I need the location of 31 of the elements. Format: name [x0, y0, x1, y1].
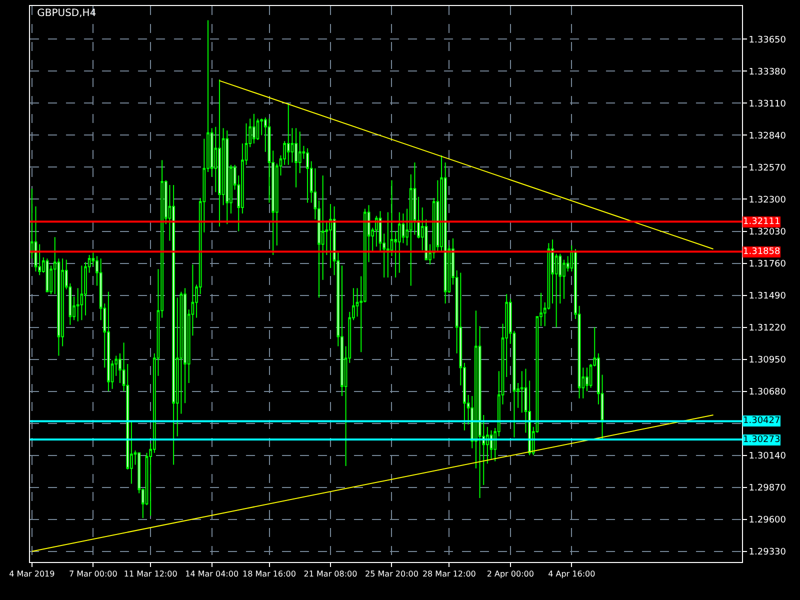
y-tick-label: 1.29600: [748, 515, 786, 526]
y-tick-label: 1.31220: [748, 323, 786, 334]
y-tick-label: 1.32570: [748, 163, 786, 174]
y-tick-label: 1.31760: [748, 259, 786, 270]
x-tick-label: 4 Apr 16:00: [548, 570, 596, 579]
y-tick-label: 1.30140: [748, 451, 786, 462]
y-tick-label: 1.32300: [748, 195, 786, 206]
ref-line-label: 1.30273: [743, 435, 780, 445]
y-tick-label: 1.30950: [748, 355, 786, 366]
y-tick-label: 1.31490: [748, 291, 786, 302]
x-tick-label: 28 Mar 12:00: [422, 570, 476, 579]
y-tick-label: 1.30680: [748, 387, 786, 398]
x-tick-label: 7 Mar 00:00: [68, 570, 118, 579]
x-tick-label: 25 Mar 20:00: [365, 570, 418, 579]
y-tick-label: 1.32030: [748, 227, 786, 238]
ref-line-label: 1.30427: [743, 416, 780, 426]
y-tick-label: 1.33650: [748, 35, 786, 46]
y-tick-label: 1.32840: [748, 131, 786, 142]
y-tick-label: 1.29330: [748, 547, 786, 558]
x-tick-label: 21 Mar 08:00: [304, 570, 358, 579]
x-tick-label: 2 Apr 00:00: [486, 570, 534, 579]
x-tick-label: 11 Mar 12:00: [124, 570, 178, 579]
x-tick-label: 18 Mar 16:00: [242, 570, 296, 579]
x-tick-label: 4 Mar 2019: [9, 570, 55, 579]
y-tick-label: 1.33110: [748, 99, 786, 110]
y-tick-label: 1.33380: [748, 67, 786, 78]
ref-line-label: 1.31858: [743, 247, 780, 257]
chart-title: GBPUSD,H4: [37, 8, 96, 19]
ref-line-label: 1.32111: [743, 217, 780, 227]
x-tick-label: 14 Mar 04:00: [185, 570, 239, 579]
y-tick-label: 1.29870: [748, 483, 786, 494]
